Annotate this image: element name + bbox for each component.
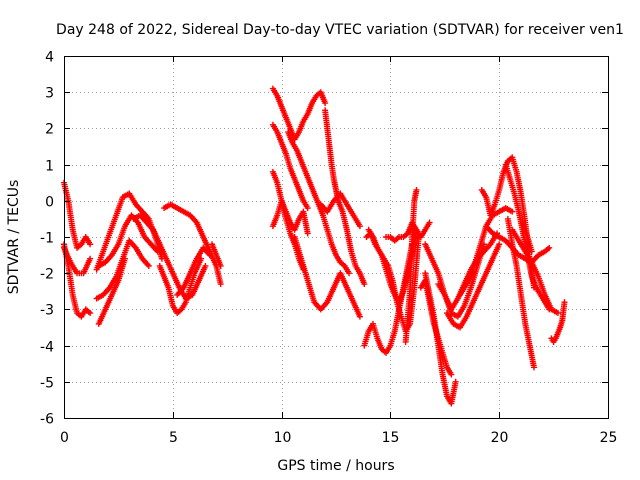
data-point [356, 223, 363, 230]
data-point [87, 241, 94, 248]
data-point [554, 310, 561, 317]
y-axis-title: SDTVAR / TECUs [6, 180, 22, 295]
series-track-37 [520, 219, 535, 255]
series-track-12 [208, 241, 224, 269]
data-point [561, 299, 568, 306]
data-point [145, 262, 152, 269]
y-tick-label: -6 [40, 412, 54, 428]
y-tick-label: -4 [40, 340, 54, 356]
series-track-19 [291, 234, 363, 320]
series-track-15 [269, 121, 311, 212]
y-tick-label: -5 [40, 376, 54, 392]
data-point [452, 378, 459, 385]
series-track-18 [269, 197, 311, 237]
series-track-25 [402, 186, 420, 345]
data-point [531, 364, 538, 371]
data-point [413, 186, 420, 193]
series-track-30 [443, 241, 503, 331]
y-tick-label: -3 [40, 303, 54, 319]
chart-title: Day 248 of 2022, Sidereal Day-to-day VTE… [56, 22, 624, 38]
series-track-10 [161, 201, 224, 288]
y-tick-label: -1 [40, 231, 54, 247]
series-track-24 [383, 219, 433, 244]
series-track-9 [156, 255, 205, 317]
series-track-1 [61, 179, 94, 251]
series-track-35 [483, 223, 553, 266]
series-track-38 [548, 299, 568, 345]
series-track-13 [269, 85, 329, 143]
x-axis-title: GPS time / hours [277, 458, 394, 474]
series-track-34 [504, 215, 538, 371]
data-point [217, 281, 224, 288]
data-point [217, 262, 224, 269]
series-track-20 [317, 190, 363, 230]
data-point [304, 205, 311, 212]
x-tick-label: 15 [382, 430, 400, 446]
axis-ticks: 0 5 10 15 20 25 -6 -5 -4 -3 -2 -1 0 1 2 3 4 [40, 50, 617, 447]
data-point [154, 248, 161, 255]
data-marks [61, 85, 568, 407]
data-point [426, 219, 433, 226]
series-track-8 [130, 212, 209, 302]
data-point [496, 241, 503, 248]
data-point [202, 262, 209, 269]
data-point [356, 313, 363, 320]
y-tick-label: 0 [45, 195, 54, 211]
data-point [121, 255, 128, 262]
x-tick-label: 5 [169, 430, 178, 446]
y-tick-label: -2 [40, 267, 54, 283]
y-tick-label: 1 [45, 159, 54, 175]
x-tick-label: 10 [274, 430, 292, 446]
series-track-5 [95, 212, 161, 269]
series-track-7 [95, 255, 128, 327]
series-track-36 [509, 226, 561, 317]
data-point [509, 208, 516, 215]
data-point [304, 230, 311, 237]
data-point [546, 244, 553, 251]
data-point [361, 281, 368, 288]
y-tick-label: 4 [45, 50, 54, 66]
y-tick-label: 3 [45, 86, 54, 102]
x-tick-label: 25 [600, 430, 618, 446]
series-track-21 [361, 241, 416, 356]
data-point [448, 371, 455, 378]
series-track-27 [417, 277, 455, 378]
x-tick-label: 0 [60, 430, 69, 446]
data-point [206, 252, 213, 259]
y-tick-label: 2 [45, 122, 54, 138]
data-point [322, 100, 329, 107]
data-point [528, 248, 535, 255]
x-tick-label: 20 [491, 430, 509, 446]
data-point [346, 270, 353, 277]
data-point [87, 255, 94, 262]
series-track-11 [174, 244, 213, 298]
data-point [87, 310, 94, 317]
